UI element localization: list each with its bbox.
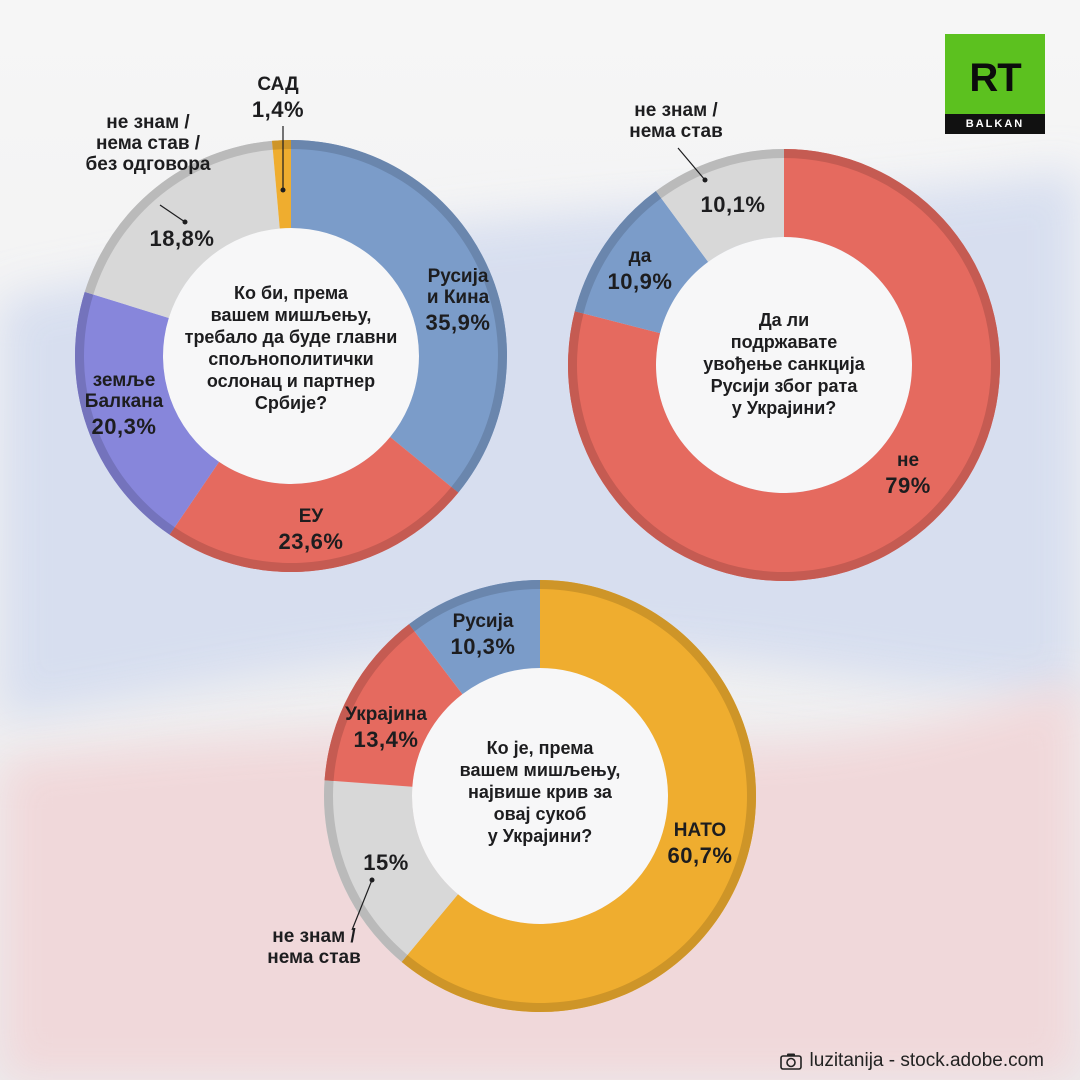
donut-hole xyxy=(163,228,419,484)
donut-hole xyxy=(412,668,668,924)
photo-credit-text: luzitanija - stock.adobe.com xyxy=(809,1050,1044,1071)
slice-value: 15% xyxy=(363,850,409,875)
slice-value: 35,9% xyxy=(426,310,491,335)
chart-question-line: спољнополитички xyxy=(208,349,374,369)
pie-slice-rim xyxy=(324,624,415,781)
chart-question-line: у Украјини? xyxy=(732,398,837,418)
pie-slice xyxy=(291,140,507,493)
leader-line xyxy=(159,204,186,223)
slice-label-line: не xyxy=(897,450,919,471)
chart-question-line: Ко је, према xyxy=(487,738,595,758)
slice-label-line: без одговора xyxy=(86,154,211,175)
slice-label-line: Балкана xyxy=(85,391,164,412)
slice-label-line: нема став / xyxy=(96,133,201,154)
pie-slice xyxy=(574,191,709,334)
chart-question-line: ослонац и партнер xyxy=(207,371,375,391)
slice-label-line: да xyxy=(629,246,652,267)
slice-label-line: Украјина xyxy=(345,704,427,725)
slice-value: 10,3% xyxy=(451,634,516,659)
slice-label: Украјина xyxy=(345,704,427,725)
pie-slice xyxy=(324,780,458,962)
chart-question-line: највише крив за xyxy=(468,782,613,802)
chart-question-line: овај сукоб xyxy=(494,804,587,824)
pie-slice-rim xyxy=(84,140,273,295)
slice-label: Русија xyxy=(453,611,514,632)
leader-dot xyxy=(369,877,375,883)
slice-value: 13,4% xyxy=(354,727,419,752)
slice-value: 1,4% xyxy=(252,97,304,122)
pie-slice-rim xyxy=(655,149,784,199)
slice-label-line: Русија xyxy=(453,611,514,632)
chart-question-line: Русији због рата xyxy=(711,376,859,396)
slice-label: земље Балкана xyxy=(85,370,164,412)
pie-slice xyxy=(169,436,459,572)
slice-label: не знам / нема став / без одговора xyxy=(86,112,211,175)
slice-value: 79% xyxy=(885,473,931,498)
slice-label-line: САД xyxy=(257,74,299,95)
slice-value: 10,1% xyxy=(701,192,766,217)
rt-balkan-logo: RT BALKAN xyxy=(945,34,1045,134)
chart-question-line: Да ли xyxy=(759,310,809,330)
chart-question-line: вашем мишљењу, xyxy=(211,305,372,325)
logo-mark: RT xyxy=(969,56,1021,100)
slice-value: 20,3% xyxy=(92,414,157,439)
slice-label-line: нема став xyxy=(267,947,361,968)
slice-label-line: земље xyxy=(93,370,156,391)
slice-label: САД xyxy=(257,74,299,95)
chart-question: Да ли подржавате увођење санкција Русији зб… xyxy=(703,310,865,418)
slice-label-line: НАТО xyxy=(674,820,726,841)
slice-value: 18,8% xyxy=(150,226,215,251)
chart-question-line: у Украјини? xyxy=(488,826,593,846)
pie-slice xyxy=(272,140,291,229)
slice-label-line: нема став xyxy=(629,121,723,142)
pie-slice-rim xyxy=(574,191,662,314)
slice-label-line: не знам / xyxy=(272,926,356,947)
pie-slice-rim xyxy=(74,291,175,535)
chart-question-line: Србије? xyxy=(255,393,327,413)
logo-subtitle: BALKAN xyxy=(945,114,1045,134)
chart-question-line: Ко би, према xyxy=(234,283,349,303)
chart-question: Ко је, према вашем мишљењу, највише крив з… xyxy=(460,738,621,846)
slice-value: 23,6% xyxy=(279,529,344,554)
chart-question-line: требало да буде главни xyxy=(185,327,398,347)
slice-label-line: не знам / xyxy=(106,112,190,133)
pie-slice-rim xyxy=(272,140,291,150)
photo-credit: luzitanija - stock.adobe.com xyxy=(779,1046,1044,1076)
slice-label: ЕУ xyxy=(299,506,324,527)
slice-label: не xyxy=(897,450,919,471)
slice-value: 60,7% xyxy=(668,843,733,868)
chart-question-line: вашем мишљењу, xyxy=(460,760,621,780)
camera-icon xyxy=(779,1053,802,1070)
donut-hole xyxy=(656,237,912,493)
pie-slice xyxy=(568,149,1000,581)
slice-label-line: и Кина xyxy=(427,287,490,308)
slice-label: НАТО xyxy=(674,820,726,841)
slice-label: не знам / нема став xyxy=(267,926,361,968)
chart-question-line: подржавате xyxy=(731,332,837,352)
leader-line xyxy=(677,147,706,181)
leader-line xyxy=(351,879,373,931)
leader-dot xyxy=(182,219,188,225)
pie-slice-rim xyxy=(324,780,408,962)
pie-slice-rim xyxy=(409,580,540,632)
chart-question-line: увођење санкција xyxy=(703,354,865,374)
slice-label-line: ЕУ xyxy=(299,506,324,527)
slice-label: Русија и Кина xyxy=(427,266,490,308)
slice-label-line: не знам / xyxy=(634,100,718,121)
slice-value: 10,9% xyxy=(608,269,673,294)
slice-label: да xyxy=(629,246,652,267)
pie-slice xyxy=(84,140,280,318)
leader-dot xyxy=(702,177,708,183)
slice-label: не знам / нема став xyxy=(629,100,723,142)
leader-dot xyxy=(280,187,286,193)
pie-slice xyxy=(401,580,756,1013)
chart-question: Ко би, према вашем мишљењу, требало да буд… xyxy=(185,283,398,413)
slice-label-line: Русија xyxy=(428,266,489,287)
pie-slice xyxy=(324,624,463,787)
